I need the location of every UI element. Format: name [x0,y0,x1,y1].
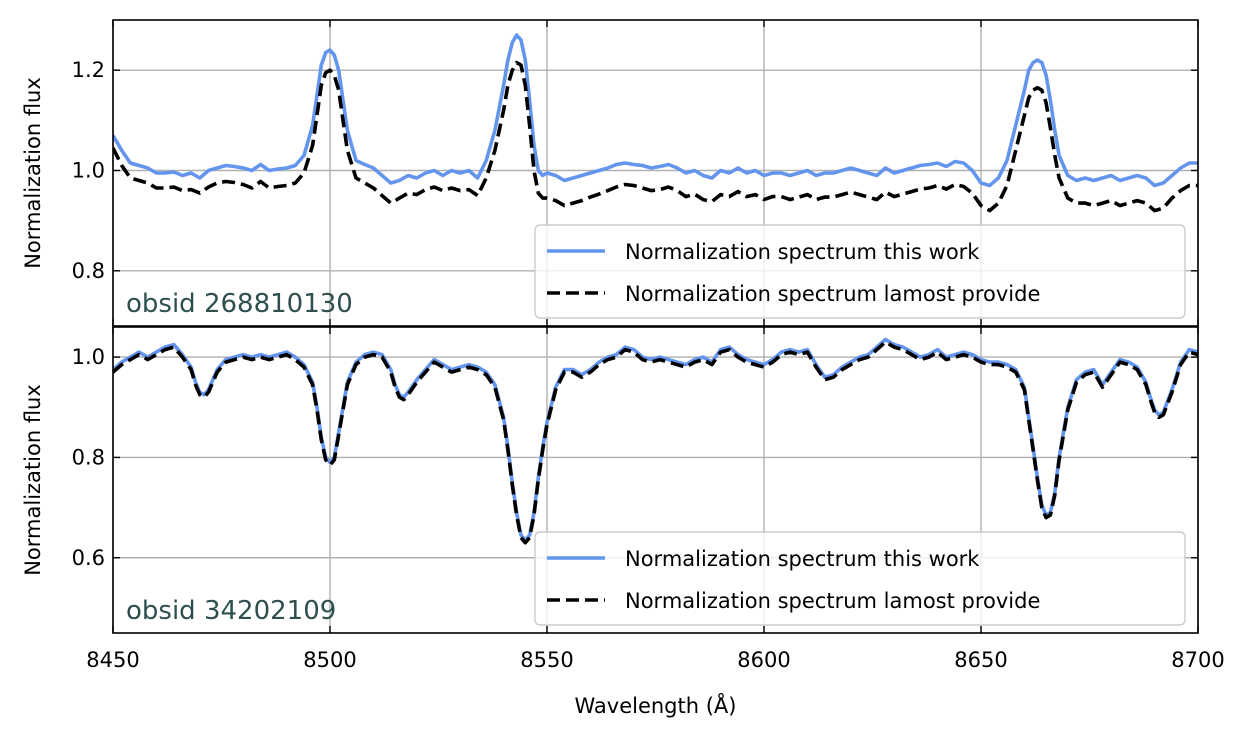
x-tick-label: 8700 [1171,648,1224,672]
obsid-annotation: obsid 34202109 [126,596,336,626]
legend-label: Normalization spectrum lamost provide [625,282,1040,306]
y-tick-label: 1.2 [72,58,105,82]
panel-bottom: 0.6 0.8 1.0 8450 8500 8550 8600 8650 8700 Normali… [21,326,1225,718]
y-tick-label: 0.8 [72,259,105,283]
series-line-lamost [113,340,1198,545]
x-tick-label: 8450 [86,648,139,672]
series-line-this-work [113,337,1198,542]
legend-label: Normalization spectrum lamost provide [625,589,1040,613]
axes-frame [112,326,1199,634]
y-tick-label: 0.8 [72,445,105,469]
obsid-annotation: obsid 268810130 [126,289,353,319]
x-tick-label: 8550 [520,648,573,672]
series-line-lamost [113,60,1198,213]
legend-box [534,531,1186,626]
legend-label: Normalization spectrum this work [625,547,980,571]
y-tick-label: 1.0 [72,345,105,369]
y-axis-label: Normalization flux [21,77,45,269]
x-tick-label: 8500 [303,648,356,672]
y-axis-label: Normalization flux [21,384,45,576]
series-line-this-work [113,33,1198,188]
x-tick-label: 8650 [954,648,1007,672]
y-tick-label: 1.0 [72,158,105,182]
y-tick-label: 0.6 [72,546,105,570]
x-tick-label: 8600 [737,648,790,672]
legend-box [534,224,1186,319]
panel-top: 0.8 1.0 1.2 Normalization flux obsid 2688101… [21,19,1199,327]
axes-frame [112,19,1199,327]
x-axis-label: Wavelength (Å) [574,692,736,718]
legend-label: Normalization spectrum this work [625,240,980,264]
